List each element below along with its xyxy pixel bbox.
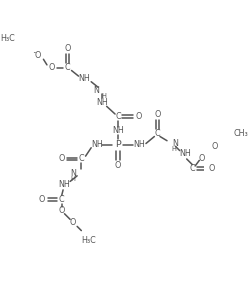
Text: NH: NH bbox=[133, 140, 145, 149]
Text: O: O bbox=[58, 206, 65, 216]
Text: N: N bbox=[173, 139, 178, 148]
Text: C: C bbox=[64, 63, 70, 72]
Text: O: O bbox=[136, 112, 142, 121]
Text: H: H bbox=[71, 176, 76, 182]
Text: O: O bbox=[39, 195, 45, 204]
Text: NH: NH bbox=[91, 140, 103, 149]
Text: N: N bbox=[94, 86, 100, 95]
Text: H₃C: H₃C bbox=[81, 236, 96, 245]
Text: O: O bbox=[70, 218, 76, 227]
Text: O: O bbox=[154, 110, 160, 118]
Text: NH: NH bbox=[180, 149, 191, 158]
Text: H: H bbox=[172, 146, 176, 152]
Text: C: C bbox=[59, 195, 64, 204]
Text: NH: NH bbox=[96, 98, 108, 107]
Text: O: O bbox=[49, 63, 55, 72]
Text: H: H bbox=[102, 93, 106, 99]
Text: NH: NH bbox=[112, 126, 124, 135]
Text: N: N bbox=[70, 168, 76, 178]
Text: C: C bbox=[190, 164, 195, 173]
Text: NH: NH bbox=[58, 180, 70, 189]
Text: C: C bbox=[154, 129, 160, 138]
Text: P: P bbox=[115, 140, 121, 149]
Text: O: O bbox=[209, 164, 215, 173]
Text: O: O bbox=[58, 154, 65, 164]
Text: H₃C: H₃C bbox=[0, 34, 15, 43]
Text: O: O bbox=[64, 43, 70, 53]
Text: O: O bbox=[35, 51, 41, 60]
Text: O: O bbox=[212, 142, 218, 151]
Text: O: O bbox=[199, 154, 205, 164]
Text: C: C bbox=[78, 154, 84, 164]
Text: O: O bbox=[115, 162, 121, 170]
Text: CH₃: CH₃ bbox=[233, 129, 248, 138]
Text: C: C bbox=[115, 112, 121, 121]
Text: NH: NH bbox=[78, 74, 90, 83]
